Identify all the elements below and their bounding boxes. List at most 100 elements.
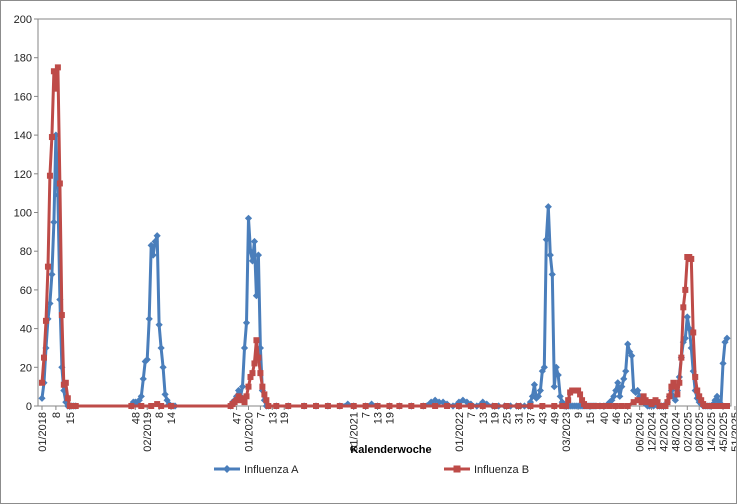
data-point [44,263,51,270]
y-axis: 0 20 40 60 80 100 120 140 160 180 200 [14,14,38,413]
data-point [630,386,638,395]
legend-marker [223,465,231,473]
x-axis-title: Kalenderwoche [350,444,431,456]
x-tick-label: 02/2025 [682,412,694,452]
data-point [698,397,705,404]
data-point [374,403,381,409]
data-point [238,383,247,391]
data-point [719,359,727,368]
legend-marker [453,465,461,473]
data-point [596,403,603,409]
x-tick-label: 52 [623,412,635,424]
data-point [161,390,169,398]
data-point [252,292,261,300]
data-point [696,393,703,400]
data-point [546,251,554,259]
x-tick-label: 15 [585,412,597,424]
y-tick-label: 100 [14,208,32,220]
data-point [46,172,53,179]
data-point [666,393,673,400]
x-tick-label: 45/2025 [718,412,730,452]
data-point [251,360,258,367]
data-point [147,241,155,249]
data-point [612,403,619,409]
data-point [670,379,677,386]
data-point [479,403,486,409]
series-influenza-a [38,131,731,410]
data-point [350,403,357,409]
data-point [530,381,539,389]
data-point [467,403,474,409]
data-point [610,392,618,400]
data-point [640,393,647,400]
data-point [64,395,71,402]
data-point [62,379,69,386]
data-point [153,232,161,240]
data-point [563,403,570,409]
data-point [683,313,691,321]
series-line [40,65,727,408]
data-point [261,391,268,398]
data-point [159,363,167,371]
data-point [579,397,586,404]
data-point [620,375,628,383]
data-point [48,270,56,279]
data-point [250,237,259,246]
data-point [247,373,254,380]
data-point [396,403,403,409]
data-point [259,383,266,390]
data-point [685,325,693,333]
data-point [690,329,697,336]
x-tick-label: 01/2022 [454,412,466,452]
y-tick-label: 80 [20,246,32,258]
data-point [139,375,147,383]
data-point [503,403,510,409]
data-point [158,403,165,409]
data-point [554,371,562,379]
x-tick-label: 51/2025 [730,412,736,452]
data-point [618,403,625,409]
data-point [542,235,550,244]
data-point [532,394,540,402]
data-point [534,392,542,400]
data-point [550,383,558,391]
x-tick-label: 13 [373,412,385,424]
x-tick-label: 19 [279,412,291,424]
x-tick-label: 25 [502,412,514,424]
data-point [624,340,632,348]
data-point [56,295,64,304]
data-point [544,203,552,211]
x-tick-label: 46 [611,412,623,424]
x-tick-label: 7 [466,412,478,418]
data-point [149,251,157,259]
data-point [713,392,721,400]
data-point [432,403,439,409]
data-point [386,403,393,409]
data-point [42,317,49,324]
x-tick-label: 01/2021 [349,412,361,452]
data-point [48,134,55,141]
x-tick-label: 31 [514,412,526,424]
x-tick-label: 12/2024 [647,412,659,452]
data-point [336,403,343,409]
data-point [694,387,701,394]
data-point [245,383,252,390]
x-tick-label: 15 [65,412,77,424]
x-tick-label: 49 [549,412,561,424]
data-point [575,387,582,394]
data-point [249,370,256,377]
legend-item: Influenza B [444,464,529,476]
x-tick-label: 48 [130,412,142,424]
data-point [527,403,534,409]
data-point [612,386,620,395]
x-tick-label: 7 [361,412,373,418]
x-tick-label: 47 [232,412,244,424]
data-point [248,257,257,265]
data-point [624,403,631,409]
x-tick-label: 06/2024 [635,412,647,452]
data-point [676,379,683,386]
data-point [256,344,265,352]
data-point [539,403,546,409]
data-point [556,392,564,400]
